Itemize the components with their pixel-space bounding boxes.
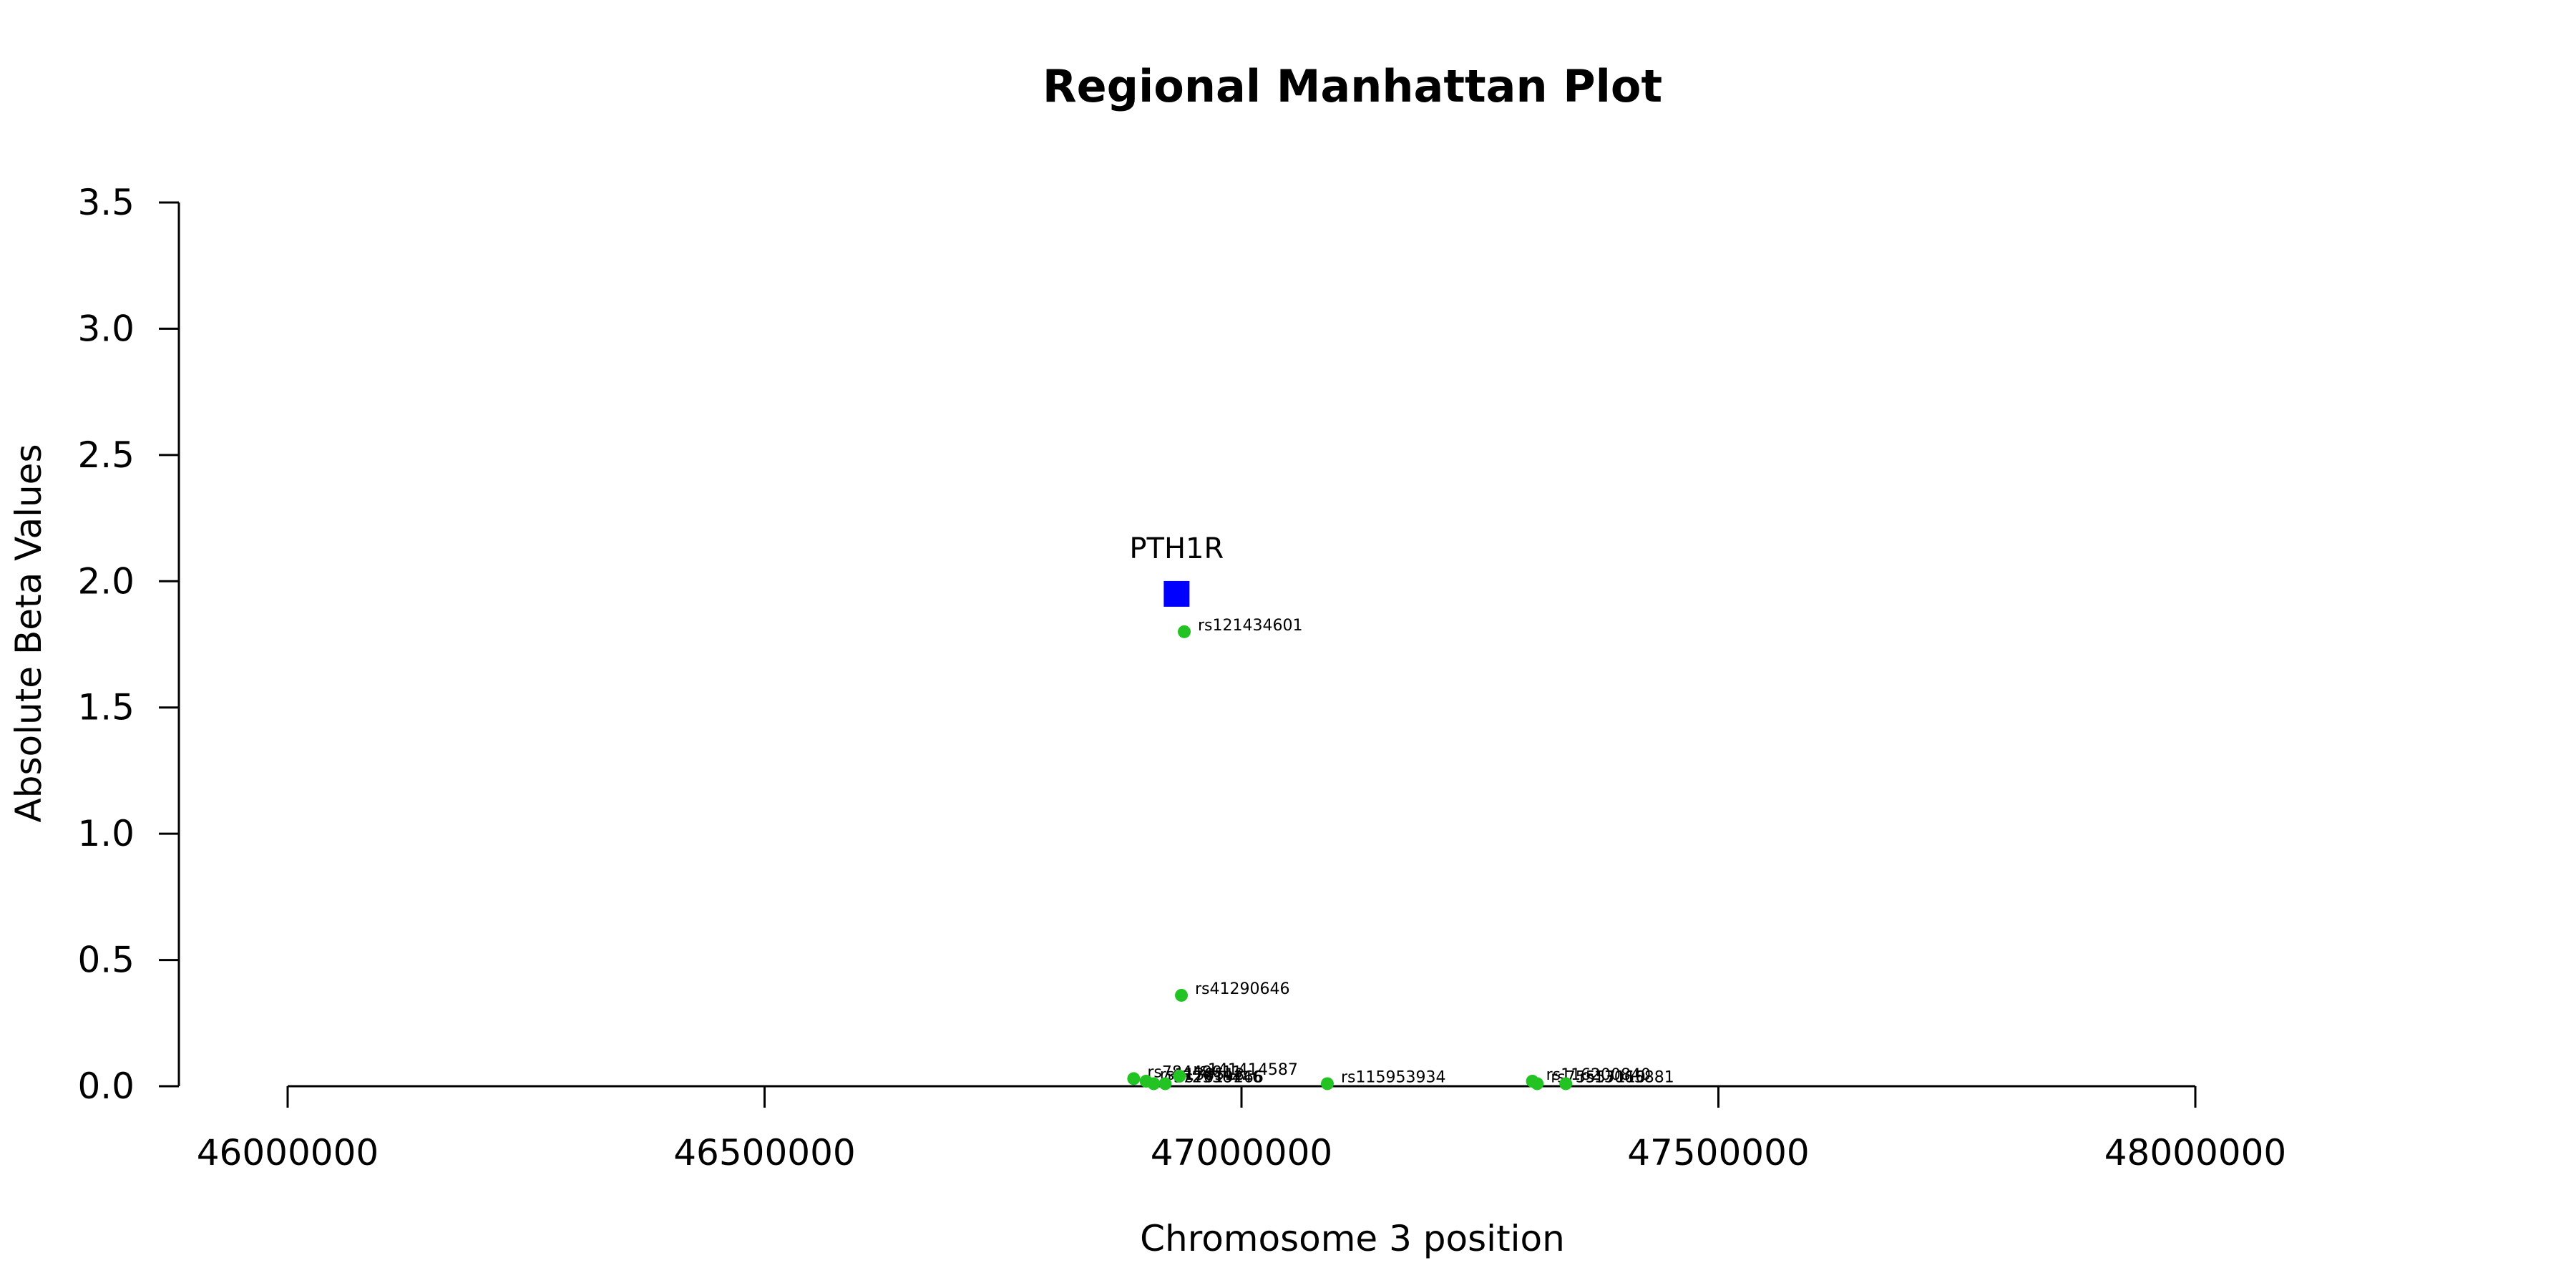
snp-point xyxy=(1147,1077,1161,1091)
x-tick-label: 46000000 xyxy=(197,1132,379,1174)
snp-point xyxy=(1173,1069,1186,1083)
snp-point xyxy=(1127,1072,1141,1085)
x-axis-label: Chromosome 3 position xyxy=(1140,1218,1565,1259)
y-tick-label: 0.0 xyxy=(77,1065,135,1107)
snp-label: rs141414587 xyxy=(1193,1061,1297,1079)
y-tick-label: 0.5 xyxy=(77,940,135,981)
snp-point xyxy=(1559,1077,1573,1091)
snp-point xyxy=(1175,988,1189,1002)
y-tick-label: 1.5 xyxy=(77,687,135,728)
snp-point xyxy=(1531,1077,1544,1091)
gene-marker xyxy=(1163,580,1190,607)
snp-label: rs13065881 xyxy=(1579,1068,1674,1086)
x-tick-label: 48000000 xyxy=(2104,1132,2287,1174)
x-tick-label: 47500000 xyxy=(1627,1132,1810,1174)
y-axis-label: Absolute Beta Values xyxy=(8,444,49,823)
x-axis: 46000000 46500000 47000000 47500000 48000000 xyxy=(197,1085,2287,1174)
y-tick-label: 2.5 xyxy=(77,434,135,476)
snp-label: rs41290646 xyxy=(1195,980,1289,998)
snp-label: rs115953934 xyxy=(1341,1068,1445,1086)
snp-label: rs121434601 xyxy=(1198,617,1302,635)
chart-title: Regional Manhattan Plot xyxy=(1043,60,1662,112)
snp-point xyxy=(1158,1077,1172,1091)
x-tick-label: 46500000 xyxy=(673,1132,856,1174)
x-tick-label: 47000000 xyxy=(1151,1132,1333,1174)
y-tick-label: 3.0 xyxy=(77,308,135,349)
data-points: PTH1Rrs121434601rs41290646rs78449011rs11… xyxy=(1127,532,1674,1091)
snp-point xyxy=(1178,625,1191,638)
y-tick-label: 3.5 xyxy=(77,182,135,223)
y-tick-label: 2.0 xyxy=(77,560,135,602)
gene-label: PTH1R xyxy=(1129,532,1224,565)
snp-label: rs7619266 xyxy=(1179,1068,1264,1086)
y-axis: 0.0 0.5 1.0 1.5 2.0 2.5 3.0 3.5 xyxy=(77,182,180,1107)
y-tick-label: 1.0 xyxy=(77,813,135,854)
snp-point xyxy=(1320,1077,1334,1091)
